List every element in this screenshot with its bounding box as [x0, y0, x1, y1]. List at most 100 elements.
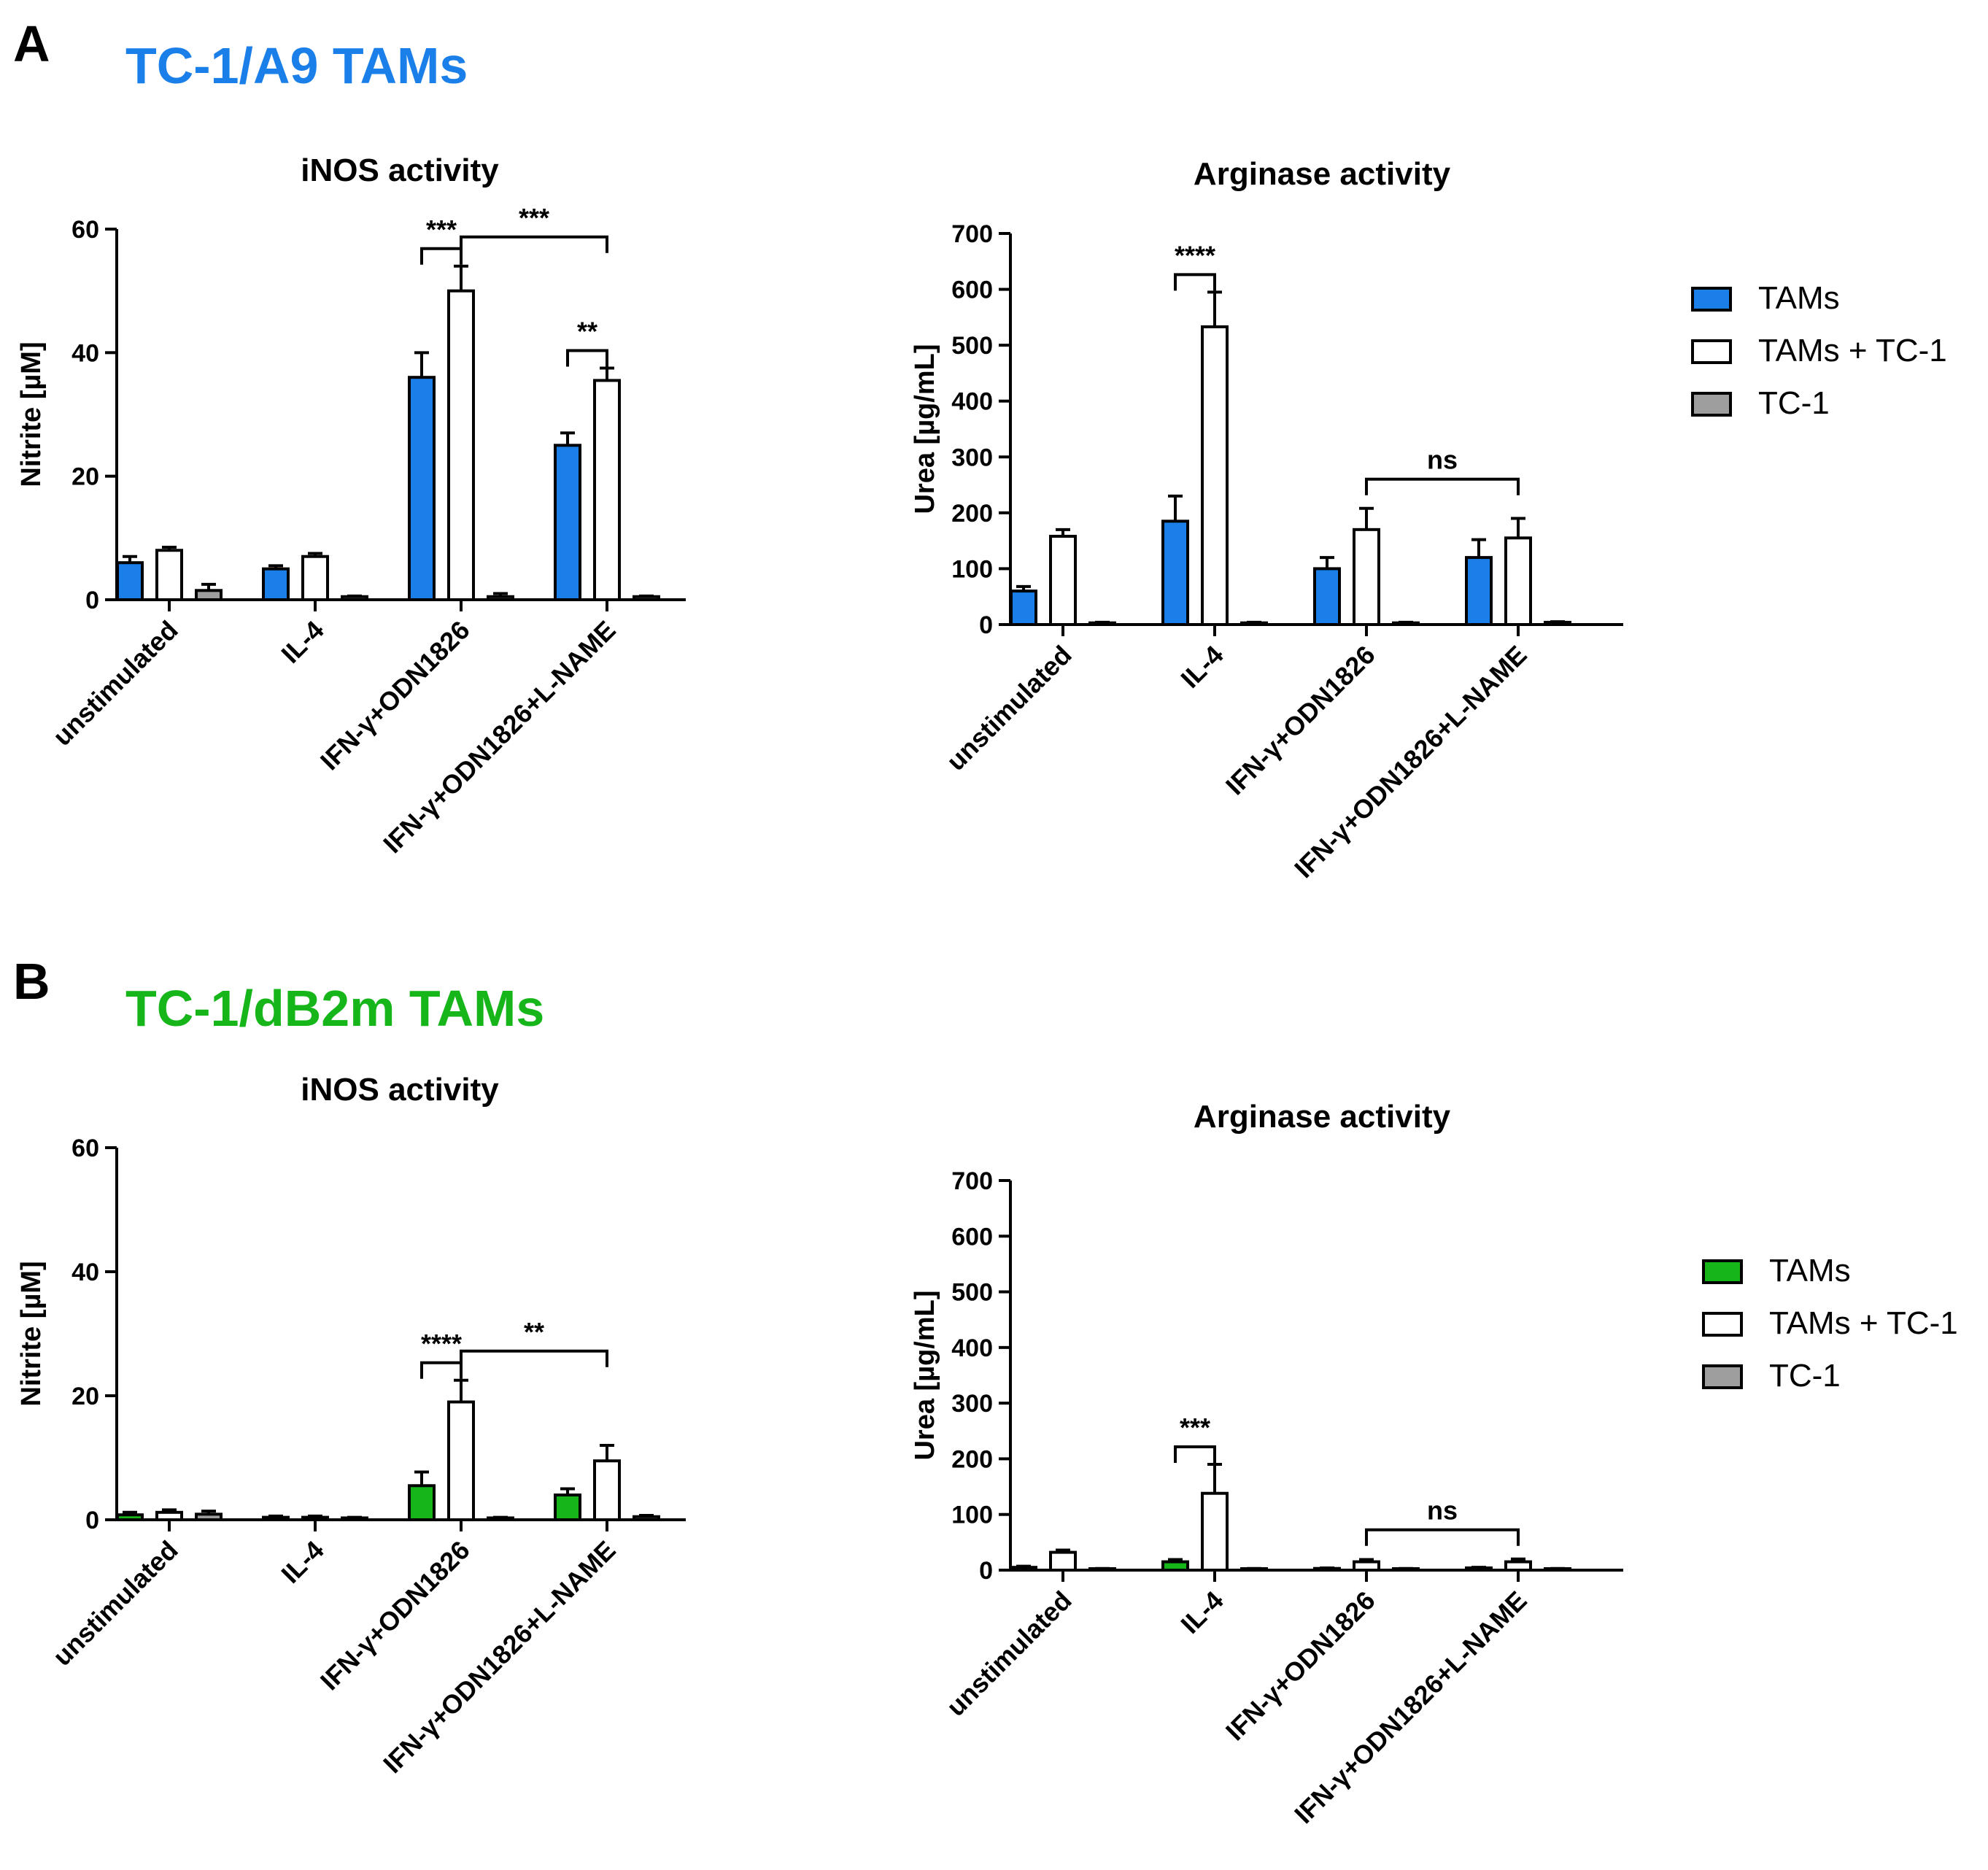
chart3-xtick-label-2: IFN-γ+ODN1826 — [314, 1535, 476, 1696]
chart2-title: Arginase activity — [1194, 156, 1451, 192]
legend1-label-1: TAMs + TC-1 — [1758, 333, 1947, 368]
legend1-swatch-2 — [1691, 392, 1732, 417]
chart4-ytick-label-3: 300 — [951, 1390, 993, 1418]
chart2-sig-label-0: **** — [1175, 240, 1215, 270]
chart4-sig-bracket-1 — [1365, 1528, 1520, 1546]
chart1-sig-bracket-0 — [420, 247, 463, 265]
chart3-bar-0-0 — [116, 1513, 144, 1521]
chart2-bar-0-2 — [1313, 567, 1341, 627]
chart2-ytick-label-0: 0 — [979, 611, 993, 639]
chart1-ytick-label-3: 60 — [71, 216, 99, 244]
legend2-swatch-2 — [1702, 1364, 1743, 1389]
legend2-label-1: TAMs + TC-1 — [1769, 1305, 1958, 1341]
chart1-sig-label-0: *** — [426, 215, 457, 244]
chart1-bar-1-1 — [301, 555, 329, 602]
chart1-bar-1-2 — [447, 289, 475, 601]
chart2-xtick-label-1: IL-4 — [1175, 640, 1229, 694]
chart1-sig-label-2: ** — [577, 317, 597, 347]
chart4-title: Arginase activity — [1194, 1099, 1451, 1135]
chart3-bar-1-3 — [593, 1459, 621, 1521]
chart1-bar-0-3 — [554, 444, 581, 601]
chart4-bar-0-1 — [1161, 1560, 1189, 1572]
chart2-ylabel: Urea [µg/mL] — [910, 344, 940, 514]
chart1-bar-0-1 — [262, 567, 290, 602]
chart3-xtick-label-3: IFN-γ+ODN1826+L-NAME — [377, 1535, 622, 1780]
chart3-bar-2-3 — [633, 1515, 660, 1521]
chart4-ytick-label-5: 500 — [951, 1279, 993, 1307]
chart4-ytick-label-4: 400 — [951, 1334, 993, 1362]
chart2-ytick-label-3: 300 — [951, 444, 993, 471]
panel-letter-a: A — [13, 15, 50, 72]
chart1-xtick-label-3: IFN-γ+ODN1826+L-NAME — [377, 615, 622, 859]
chart2-bar-1-1 — [1201, 325, 1229, 626]
chart1-bar-0-0 — [116, 561, 144, 602]
chart3-bar-1-1 — [301, 1515, 329, 1522]
chart1-bar-2-0 — [195, 589, 223, 601]
chart4-xtick-label-0: unstimulated — [940, 1585, 1077, 1722]
chart3-ytick-label-1: 20 — [71, 1383, 99, 1410]
chart4-ytick-label-1: 100 — [951, 1502, 993, 1529]
chart2-bar-1-0 — [1049, 535, 1077, 627]
chart4-xtick-label-2: IFN-γ+ODN1826 — [1220, 1585, 1381, 1747]
chart2-sig-bracket-0 — [1174, 273, 1216, 291]
chart3-xtick-label-0: unstimulated — [47, 1535, 183, 1672]
chart3-title: iNOS activity — [301, 1072, 499, 1108]
chart1-title: iNOS activity — [301, 152, 499, 188]
panel-letter-b: B — [13, 953, 50, 1010]
chart1-bar-1-3 — [593, 379, 621, 602]
chart2-bar-0-0 — [1010, 590, 1037, 626]
chart4-ytick-label-2: 200 — [951, 1445, 993, 1473]
chart3-bar-1-2 — [447, 1400, 475, 1521]
legend1-swatch-1 — [1691, 339, 1732, 364]
chart2-ytick-label-1: 100 — [951, 555, 993, 583]
chart4-ytick-label-7: 700 — [951, 1167, 993, 1195]
chart1-ytick-label-2: 40 — [71, 339, 99, 367]
chart4-xtick-label-1: IL-4 — [1175, 1585, 1229, 1639]
chart1-sig-label-1: *** — [519, 203, 549, 233]
legend1-label-2: TC-1 — [1758, 385, 1830, 421]
chart1-bar-2-2 — [487, 595, 514, 601]
chart3-bar-0-2 — [408, 1484, 436, 1521]
chart2-ytick-label-2: 200 — [951, 500, 993, 528]
legend2-label-0: TAMs — [1769, 1253, 1851, 1288]
chart3-bar-0-3 — [554, 1494, 581, 1521]
chart3-sig-label-0: **** — [421, 1329, 462, 1359]
chart1-bar-1-0 — [155, 549, 183, 601]
chart4-sig-bracket-0 — [1174, 1445, 1216, 1464]
chart3-ytick-label-3: 60 — [71, 1135, 99, 1162]
chart1-xtick-label-1: IL-4 — [275, 615, 329, 669]
chart4-ylabel: Urea [µg/mL] — [910, 1290, 940, 1460]
chart4-ytick-label-6: 600 — [951, 1223, 993, 1251]
chart1-sig-bracket-1 — [460, 235, 608, 253]
chart4-sig-label-0: *** — [1180, 1413, 1210, 1442]
chart1-ytick-label-1: 20 — [71, 463, 99, 491]
chart1-xtick-label-2: IFN-γ+ODN1826 — [314, 615, 476, 776]
chart3-sig-bracket-0 — [420, 1361, 463, 1379]
chart3-ytick-label-2: 40 — [71, 1259, 99, 1286]
chart4-sig-label-1: ns — [1427, 1496, 1458, 1526]
chart2-bar-0-3 — [1465, 556, 1493, 626]
chart1-xtick-label-0: unstimulated — [47, 615, 183, 752]
chart2-ytick-label-6: 600 — [951, 277, 993, 304]
chart4-bar-1-3 — [1504, 1560, 1532, 1572]
chart3-sig-bracket-1 — [460, 1349, 608, 1367]
chart2-ytick-label-7: 700 — [951, 220, 993, 248]
chart4-ytick-label-0: 0 — [979, 1557, 993, 1585]
panel-title-b: TC-1/dB2m TAMs — [125, 980, 545, 1037]
chart2-xtick-label-0: unstimulated — [940, 640, 1077, 776]
panel-title-a: TC-1/A9 TAMs — [125, 37, 468, 94]
chart2-ytick-label-5: 500 — [951, 332, 993, 360]
chart2-bar-1-3 — [1504, 536, 1532, 626]
chart2-ytick-label-4: 400 — [951, 388, 993, 416]
chart3-ytick-label-0: 0 — [85, 1507, 99, 1534]
chart1-ytick-label-0: 0 — [85, 587, 99, 614]
chart4-bar-1-0 — [1049, 1550, 1077, 1572]
chart3-bar-2-0 — [195, 1512, 223, 1522]
legend1-label-0: TAMs — [1758, 280, 1840, 316]
chart3-ylabel: Nitrite [µM] — [16, 1261, 47, 1406]
chart1-sig-bracket-2 — [566, 349, 608, 367]
chart4-bar-1-1 — [1201, 1491, 1229, 1572]
legend2-swatch-0 — [1702, 1259, 1743, 1284]
chart3-xtick-label-1: IL-4 — [275, 1535, 329, 1589]
